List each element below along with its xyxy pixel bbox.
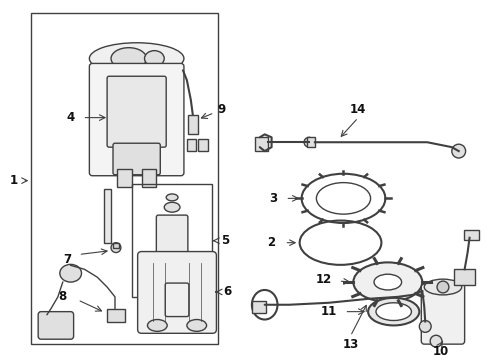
FancyBboxPatch shape — [38, 312, 74, 339]
FancyBboxPatch shape — [156, 215, 187, 260]
Bar — [187, 114, 197, 134]
Text: 13: 13 — [342, 338, 358, 351]
Text: 6: 6 — [223, 285, 231, 298]
FancyBboxPatch shape — [137, 252, 216, 333]
Bar — [254, 137, 267, 151]
FancyBboxPatch shape — [165, 283, 188, 316]
Ellipse shape — [353, 262, 422, 302]
Bar — [31, 13, 218, 344]
FancyBboxPatch shape — [107, 76, 166, 147]
Text: 12: 12 — [315, 273, 331, 285]
Ellipse shape — [164, 202, 180, 212]
Bar — [251, 301, 265, 312]
Bar — [107, 309, 124, 323]
Ellipse shape — [424, 279, 461, 295]
Circle shape — [436, 281, 448, 293]
Text: 14: 14 — [349, 103, 366, 116]
Ellipse shape — [186, 320, 206, 331]
Bar — [197, 139, 207, 151]
FancyBboxPatch shape — [421, 284, 464, 344]
Bar — [169, 276, 181, 292]
FancyBboxPatch shape — [89, 63, 183, 176]
Circle shape — [451, 144, 465, 158]
Bar — [131, 184, 212, 297]
Circle shape — [111, 243, 121, 253]
Ellipse shape — [60, 264, 81, 282]
Circle shape — [419, 320, 430, 332]
Text: 10: 10 — [432, 345, 448, 357]
Bar — [463, 230, 478, 240]
Ellipse shape — [166, 194, 178, 201]
Bar — [142, 169, 156, 186]
Ellipse shape — [367, 298, 419, 325]
Bar — [306, 137, 314, 147]
Text: 3: 3 — [269, 192, 277, 205]
Text: 4: 4 — [66, 111, 75, 124]
Ellipse shape — [89, 43, 183, 74]
Circle shape — [429, 335, 441, 347]
Text: 9: 9 — [217, 103, 225, 116]
Ellipse shape — [144, 51, 164, 66]
Ellipse shape — [147, 320, 167, 331]
Text: 2: 2 — [267, 236, 275, 249]
Circle shape — [304, 137, 313, 147]
Bar — [453, 269, 474, 285]
Text: 7: 7 — [63, 253, 72, 266]
Ellipse shape — [111, 48, 146, 69]
Bar — [113, 243, 119, 248]
Bar — [117, 169, 131, 186]
Bar — [104, 189, 111, 243]
Ellipse shape — [375, 303, 410, 320]
FancyBboxPatch shape — [113, 143, 160, 175]
Text: 11: 11 — [320, 305, 336, 318]
Text: 1: 1 — [9, 174, 18, 187]
FancyBboxPatch shape — [151, 256, 192, 282]
Text: 5: 5 — [221, 234, 229, 247]
Ellipse shape — [373, 274, 401, 290]
Text: 8: 8 — [59, 291, 67, 303]
Bar — [153, 276, 165, 292]
Bar — [186, 139, 195, 151]
